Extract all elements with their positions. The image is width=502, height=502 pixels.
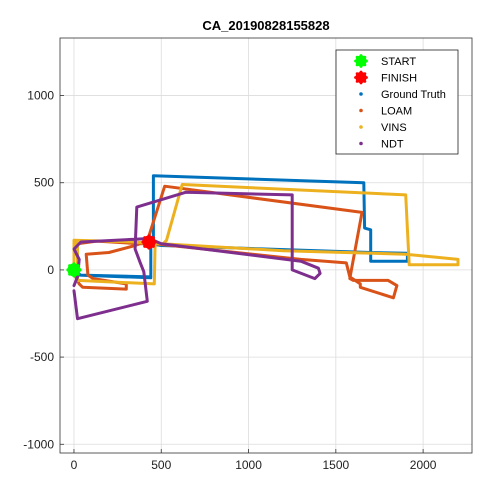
y-tick-label: 1000 [27, 89, 54, 103]
legend-marker-petal [354, 76, 357, 79]
series-line-ndt [72, 190, 322, 321]
start-marker [66, 262, 82, 278]
marker-petal [72, 262, 76, 266]
marker-petal [66, 268, 70, 272]
marker-petal [153, 240, 157, 244]
chart-title: CA_20190828155828 [202, 18, 329, 33]
legend-marker-petal [365, 59, 368, 63]
legend: START FINISH Ground Truth LOAM VINS NDT [335, 49, 459, 155]
legend-marker-petal [363, 79, 367, 83]
y-tick-label: -500 [30, 350, 54, 364]
legend-marker-petal [355, 55, 359, 59]
plot-area-frame [59, 37, 473, 454]
legend-swatch-ndt [359, 141, 363, 146]
legend-marker-petal [354, 59, 357, 63]
legend-marker-petal [359, 65, 363, 68]
legend-label: START [381, 56, 416, 68]
legend-marker-petal [363, 55, 367, 59]
legend-marker-petal [363, 63, 367, 67]
y-tick-label: 500 [34, 176, 54, 190]
legend-marker-petal [355, 72, 359, 76]
legend-marker-petal [355, 79, 359, 83]
y-tick-label: -1000 [23, 437, 54, 451]
legend-marker-finish [355, 72, 367, 83]
x-tick-label: 1500 [322, 458, 349, 472]
legend-marker-petal [363, 72, 367, 76]
marker-petal [76, 264, 80, 268]
legend-swatch-ground-truth [359, 92, 363, 96]
legend-label: LOAM [381, 106, 412, 118]
legend-marker-petal [359, 54, 363, 57]
legend-marker-start [355, 55, 367, 67]
marker-petal [141, 240, 145, 244]
legend-swatch-vins [359, 125, 363, 129]
legend-box [335, 49, 459, 155]
legend-marker-petal [359, 70, 363, 74]
x-tick-label: 500 [151, 458, 171, 472]
marker-petal [143, 244, 147, 248]
legend-label: Ground Truth [381, 89, 446, 101]
legend-label: NDT [381, 139, 404, 151]
legend-items: START FINISH Ground Truth LOAM VINS NDT [354, 54, 446, 151]
finish-marker [141, 234, 157, 250]
series-line-loam [72, 184, 399, 300]
marker-petal [68, 272, 72, 276]
marker-petal [72, 274, 76, 278]
axis-ticks: 0 500 1000 1500 2000 1000 500 0 -500 -1000 [23, 89, 436, 472]
marker-petal [78, 268, 82, 272]
marker-petal [143, 236, 147, 240]
marker-group [66, 234, 157, 278]
marker-petal [76, 272, 80, 276]
legend-marker-petal [365, 76, 368, 79]
x-tick-label: 1000 [235, 458, 262, 472]
legend-label: FINISH [381, 73, 417, 85]
marker-petal [147, 246, 151, 250]
marker-petal [151, 236, 155, 240]
legend-marker-petal [359, 81, 363, 85]
x-tick-label: 2000 [410, 458, 437, 472]
legend-label: VINS [381, 122, 407, 134]
marker-petal [151, 244, 155, 248]
marker-petal [147, 234, 151, 238]
legend-marker-petal [355, 63, 359, 67]
x-tick-label: 0 [71, 458, 78, 472]
legend-swatch-loam [359, 108, 363, 113]
y-tick-label: 0 [47, 263, 54, 277]
marker-petal [68, 264, 72, 268]
